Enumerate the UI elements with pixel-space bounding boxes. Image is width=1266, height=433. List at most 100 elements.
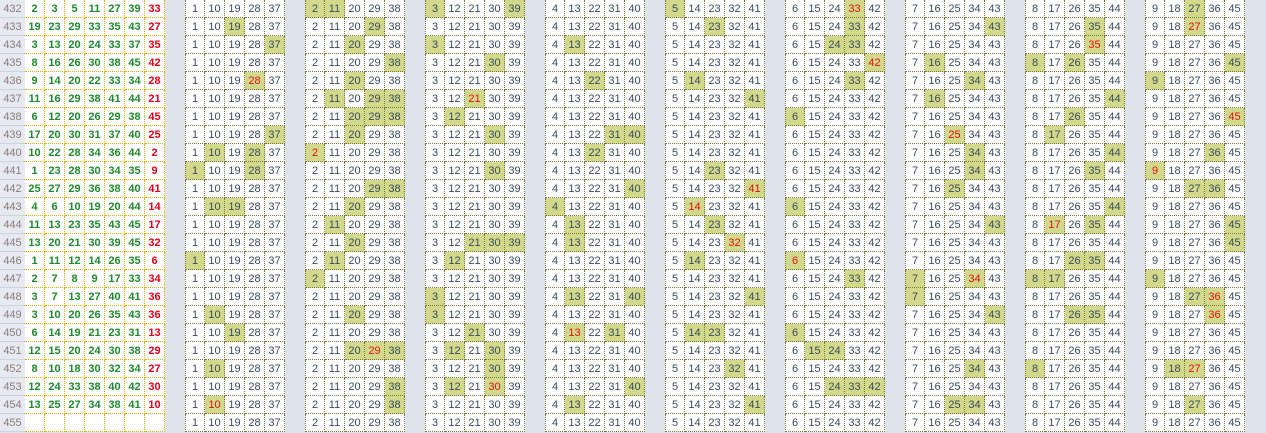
number-grid-cell[interactable]: 4 (545, 252, 565, 270)
number-grid-cell[interactable]: 5 (665, 324, 685, 342)
number-grid-cell[interactable]: 37 (265, 378, 285, 396)
number-grid-cell[interactable]: 3 (425, 90, 445, 108)
number-grid-cell[interactable]: 9 (1145, 144, 1165, 162)
drawn-number-cell[interactable]: 44 (125, 198, 145, 216)
number-grid-cell[interactable]: 6 (785, 18, 805, 36)
number-grid-cell[interactable]: 29 (365, 108, 385, 126)
number-grid-cell[interactable]: 10 (205, 108, 225, 126)
number-grid-cell[interactable]: 40 (625, 108, 645, 126)
number-grid-cell[interactable]: 30 (485, 360, 505, 378)
number-grid-cell[interactable]: 11 (325, 234, 345, 252)
number-grid-cell[interactable]: 34 (965, 54, 985, 72)
number-grid-cell[interactable]: 25 (945, 144, 965, 162)
number-grid-cell[interactable]: 41 (745, 396, 765, 414)
number-grid-cell[interactable]: 37 (265, 180, 285, 198)
number-grid-cell[interactable]: 39 (505, 198, 525, 216)
number-grid-cell[interactable]: 35 (1085, 126, 1105, 144)
number-grid-cell[interactable]: 39 (505, 252, 525, 270)
number-grid-cell[interactable]: 1 (185, 36, 205, 54)
number-grid-cell[interactable]: 30 (485, 252, 505, 270)
number-grid-cell[interactable]: 1 (185, 378, 205, 396)
number-grid-cell[interactable]: 34 (965, 0, 985, 18)
drawn-number-cell[interactable]: 12 (45, 108, 65, 126)
number-grid-cell[interactable]: 12 (445, 378, 465, 396)
number-grid-cell[interactable]: 5 (665, 342, 685, 360)
number-grid-cell[interactable]: 10 (205, 306, 225, 324)
number-grid-cell[interactable]: 43 (985, 324, 1005, 342)
number-grid-cell[interactable]: 42 (865, 342, 885, 360)
number-grid-cell[interactable]: 4 (545, 324, 565, 342)
number-grid-cell[interactable]: 34 (965, 360, 985, 378)
number-grid-cell[interactable]: 22 (585, 198, 605, 216)
number-grid-cell[interactable]: 7 (905, 36, 925, 54)
number-grid-cell[interactable]: 18 (1165, 36, 1185, 54)
drawn-number-cell[interactable]: 27 (45, 180, 65, 198)
number-grid-cell[interactable]: 14 (685, 18, 705, 36)
drawn-number-cell[interactable]: 13 (65, 288, 85, 306)
number-grid-cell[interactable]: 36 (1205, 162, 1225, 180)
drawn-number-cell[interactable]: 31 (85, 126, 105, 144)
drawn-number-cell[interactable]: 1 (25, 162, 45, 180)
drawn-number-cell[interactable]: 33 (65, 378, 85, 396)
number-grid-cell[interactable]: 22 (585, 270, 605, 288)
number-grid-cell[interactable]: 29 (365, 0, 385, 18)
number-grid-cell[interactable]: 14 (685, 288, 705, 306)
number-grid-cell[interactable]: 41 (745, 108, 765, 126)
number-grid-cell[interactable]: 29 (365, 360, 385, 378)
drawn-number-cell[interactable]: 20 (65, 36, 85, 54)
number-grid-cell[interactable]: 11 (325, 162, 345, 180)
number-grid-cell[interactable]: 39 (505, 378, 525, 396)
number-grid-cell[interactable]: 15 (805, 18, 825, 36)
bonus-number-cell[interactable]: 10 (145, 396, 165, 414)
number-grid-cell[interactable]: 42 (865, 126, 885, 144)
number-grid-cell[interactable]: 30 (485, 90, 505, 108)
number-grid-cell[interactable]: 15 (805, 234, 825, 252)
drawn-number-cell[interactable]: 10 (45, 360, 65, 378)
number-grid-cell[interactable]: 34 (965, 252, 985, 270)
number-grid-cell[interactable]: 17 (1045, 144, 1065, 162)
number-grid-cell[interactable]: 23 (705, 18, 725, 36)
number-grid-cell[interactable]: 4 (545, 108, 565, 126)
number-grid-cell[interactable]: 25 (945, 36, 965, 54)
number-grid-cell[interactable]: 11 (325, 144, 345, 162)
number-grid-cell[interactable]: 16 (925, 198, 945, 216)
number-grid-cell[interactable]: 30 (485, 270, 505, 288)
row-header[interactable]: 437 (0, 90, 25, 108)
number-grid-cell[interactable]: 26 (1065, 126, 1085, 144)
drawn-number-cell[interactable]: 26 (105, 252, 125, 270)
number-grid-cell[interactable]: 35 (1085, 414, 1105, 432)
number-grid-cell[interactable]: 42 (865, 0, 885, 18)
number-grid-cell[interactable]: 33 (845, 144, 865, 162)
number-grid-cell[interactable]: 18 (1165, 378, 1185, 396)
drawn-number-cell[interactable]: 11 (25, 90, 45, 108)
number-grid-cell[interactable]: 39 (505, 72, 525, 90)
number-grid-cell[interactable]: 41 (745, 162, 765, 180)
number-grid-cell[interactable]: 5 (665, 72, 685, 90)
number-grid-cell[interactable]: 40 (625, 252, 645, 270)
drawn-number-cell[interactable]: 35 (85, 216, 105, 234)
number-grid-cell[interactable]: 38 (385, 252, 405, 270)
number-grid-cell[interactable]: 35 (1085, 198, 1105, 216)
number-grid-cell[interactable]: 22 (585, 360, 605, 378)
number-grid-cell[interactable]: 3 (425, 54, 445, 72)
number-grid-cell[interactable]: 15 (805, 306, 825, 324)
number-grid-cell[interactable]: 8 (1025, 216, 1045, 234)
number-grid-cell[interactable]: 27 (1185, 198, 1205, 216)
number-grid-cell[interactable]: 2 (305, 360, 325, 378)
number-grid-cell[interactable]: 6 (785, 90, 805, 108)
number-grid-cell[interactable]: 12 (445, 360, 465, 378)
bonus-number-cell[interactable]: 33 (145, 0, 165, 18)
number-grid-cell[interactable]: 26 (1065, 360, 1085, 378)
number-grid-cell[interactable]: 9 (1145, 126, 1165, 144)
drawn-number-cell[interactable]: 44 (125, 90, 145, 108)
drawn-number-cell[interactable]: 20 (45, 234, 65, 252)
number-grid-cell[interactable]: 14 (685, 72, 705, 90)
number-grid-cell[interactable]: 38 (385, 414, 405, 432)
number-grid-cell[interactable]: 14 (685, 126, 705, 144)
number-grid-cell[interactable]: 32 (725, 54, 745, 72)
number-grid-cell[interactable]: 28 (245, 180, 265, 198)
number-grid-cell[interactable]: 8 (1025, 234, 1045, 252)
number-grid-cell[interactable]: 26 (1065, 288, 1085, 306)
number-grid-cell[interactable]: 36 (1205, 72, 1225, 90)
drawn-number-cell[interactable]: 14 (45, 72, 65, 90)
